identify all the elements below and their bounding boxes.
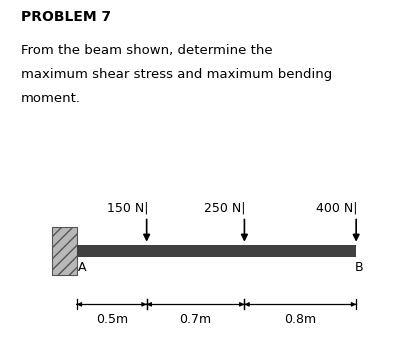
Text: PROBLEM 7: PROBLEM 7 [21, 10, 111, 24]
Bar [77, 244, 356, 257]
Text: B: B [355, 261, 363, 274]
Text: 0.8m: 0.8m [284, 313, 316, 326]
Text: maximum shear stress and maximum bending: maximum shear stress and maximum bending [21, 68, 332, 81]
Text: 250 N|: 250 N| [204, 201, 246, 214]
Bar [52, 227, 77, 275]
Text: From the beam shown, determine the: From the beam shown, determine the [21, 44, 273, 57]
Text: 0.7m: 0.7m [179, 313, 212, 326]
Text: moment.: moment. [21, 92, 81, 105]
Text: 0.5m: 0.5m [96, 313, 128, 326]
Text: 150 N|: 150 N| [106, 201, 148, 214]
Text: 400 N|: 400 N| [316, 201, 357, 214]
Text: A: A [78, 261, 87, 274]
